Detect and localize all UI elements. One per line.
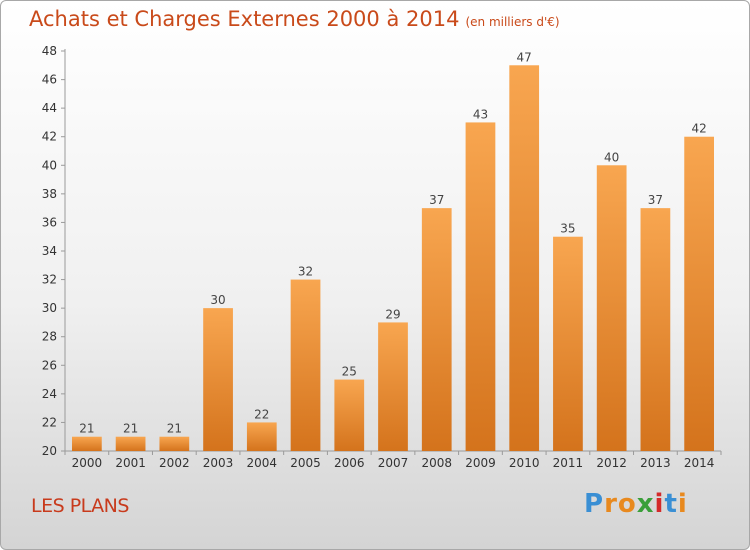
y-tick-label: 34	[42, 244, 57, 258]
y-tick-label: 28	[42, 330, 57, 344]
data-label: 40	[604, 150, 619, 164]
logo-letter: P	[584, 489, 605, 519]
x-tick-label: 2010	[509, 456, 540, 470]
place-name: LES PLANS	[31, 495, 129, 517]
x-tick-label: 2001	[115, 456, 146, 470]
logo-letter: i	[654, 489, 665, 519]
y-tick-label: 46	[42, 73, 57, 87]
y-tick-label: 20	[42, 444, 57, 458]
data-label: 42	[691, 122, 706, 136]
proxiti-logo[interactable]: Proxiti	[584, 489, 688, 519]
x-tick-label: 2002	[159, 456, 190, 470]
y-tick-label: 44	[42, 101, 57, 115]
x-tick-label: 2007	[378, 456, 409, 470]
y-tick-label: 24	[42, 387, 57, 401]
bar	[71, 436, 102, 451]
x-tick-label: 2003	[203, 456, 234, 470]
bar	[640, 208, 671, 451]
y-tick-label: 36	[42, 215, 57, 229]
logo-letter: t	[664, 489, 678, 519]
chart-title: Achats et Charges Externes 2000 à 2014 (e…	[29, 7, 560, 31]
y-tick-label: 48	[42, 44, 57, 58]
bar	[509, 65, 540, 452]
bar	[378, 322, 408, 451]
data-label: 43	[473, 107, 488, 121]
y-tick-label: 38	[42, 187, 57, 201]
y-tick-label: 32	[42, 273, 57, 287]
bar	[553, 236, 583, 451]
x-tick-label: 2013	[640, 456, 671, 470]
chart-bars	[71, 65, 715, 452]
data-label: 21	[123, 422, 138, 436]
data-label: 35	[560, 222, 575, 236]
y-tick-label: 30	[42, 301, 57, 315]
bar	[596, 165, 627, 452]
logo-letter: i	[677, 489, 688, 519]
data-label: 21	[79, 422, 94, 436]
bar	[684, 136, 715, 451]
chart-axes: 20 22 24 26 28 30 32 34 36 38 40 42 44 46 48 2000 2001 20…	[42, 44, 722, 470]
bar	[159, 436, 190, 451]
x-tick-label: 2008	[421, 456, 452, 470]
x-tick-label: 2011	[553, 456, 584, 470]
y-tick-label: 26	[42, 358, 57, 372]
x-tick-label: 2006	[334, 456, 365, 470]
bar	[115, 436, 146, 451]
bar	[334, 379, 365, 451]
chart-title-text: Achats et Charges Externes 2000 à 2014	[29, 7, 460, 31]
data-label: 37	[648, 193, 663, 207]
chart-data-labels: 21 21 21 30 22 32 25 29 37 43 47 35 40 37 42	[79, 50, 707, 435]
x-tick-label: 2004	[247, 456, 278, 470]
bar	[465, 122, 496, 451]
y-tick-label: 40	[42, 158, 57, 172]
data-label: 25	[342, 365, 357, 379]
x-tick-label: 2000	[72, 456, 103, 470]
y-tick-label: 42	[42, 130, 57, 144]
x-tick-label: 2012	[596, 456, 627, 470]
data-label: 32	[298, 265, 313, 279]
data-label: 47	[517, 50, 532, 64]
data-label: 21	[167, 422, 182, 436]
bar	[203, 308, 233, 451]
data-label: 22	[254, 407, 269, 421]
y-tick-label: 22	[42, 415, 57, 429]
logo-letter: o	[617, 489, 637, 519]
logo-letter: x	[636, 489, 655, 519]
bar	[290, 279, 321, 451]
data-label: 30	[210, 293, 225, 307]
x-tick-label: 2005	[290, 456, 321, 470]
data-label: 29	[385, 307, 400, 321]
logo-letter: r	[604, 489, 618, 519]
x-tick-label: 2009	[465, 456, 496, 470]
chart-subtitle: (en milliers d'€)	[465, 15, 560, 29]
bar	[246, 422, 277, 451]
data-label: 37	[429, 193, 444, 207]
bar	[421, 208, 452, 451]
x-tick-label: 2014	[684, 456, 715, 470]
